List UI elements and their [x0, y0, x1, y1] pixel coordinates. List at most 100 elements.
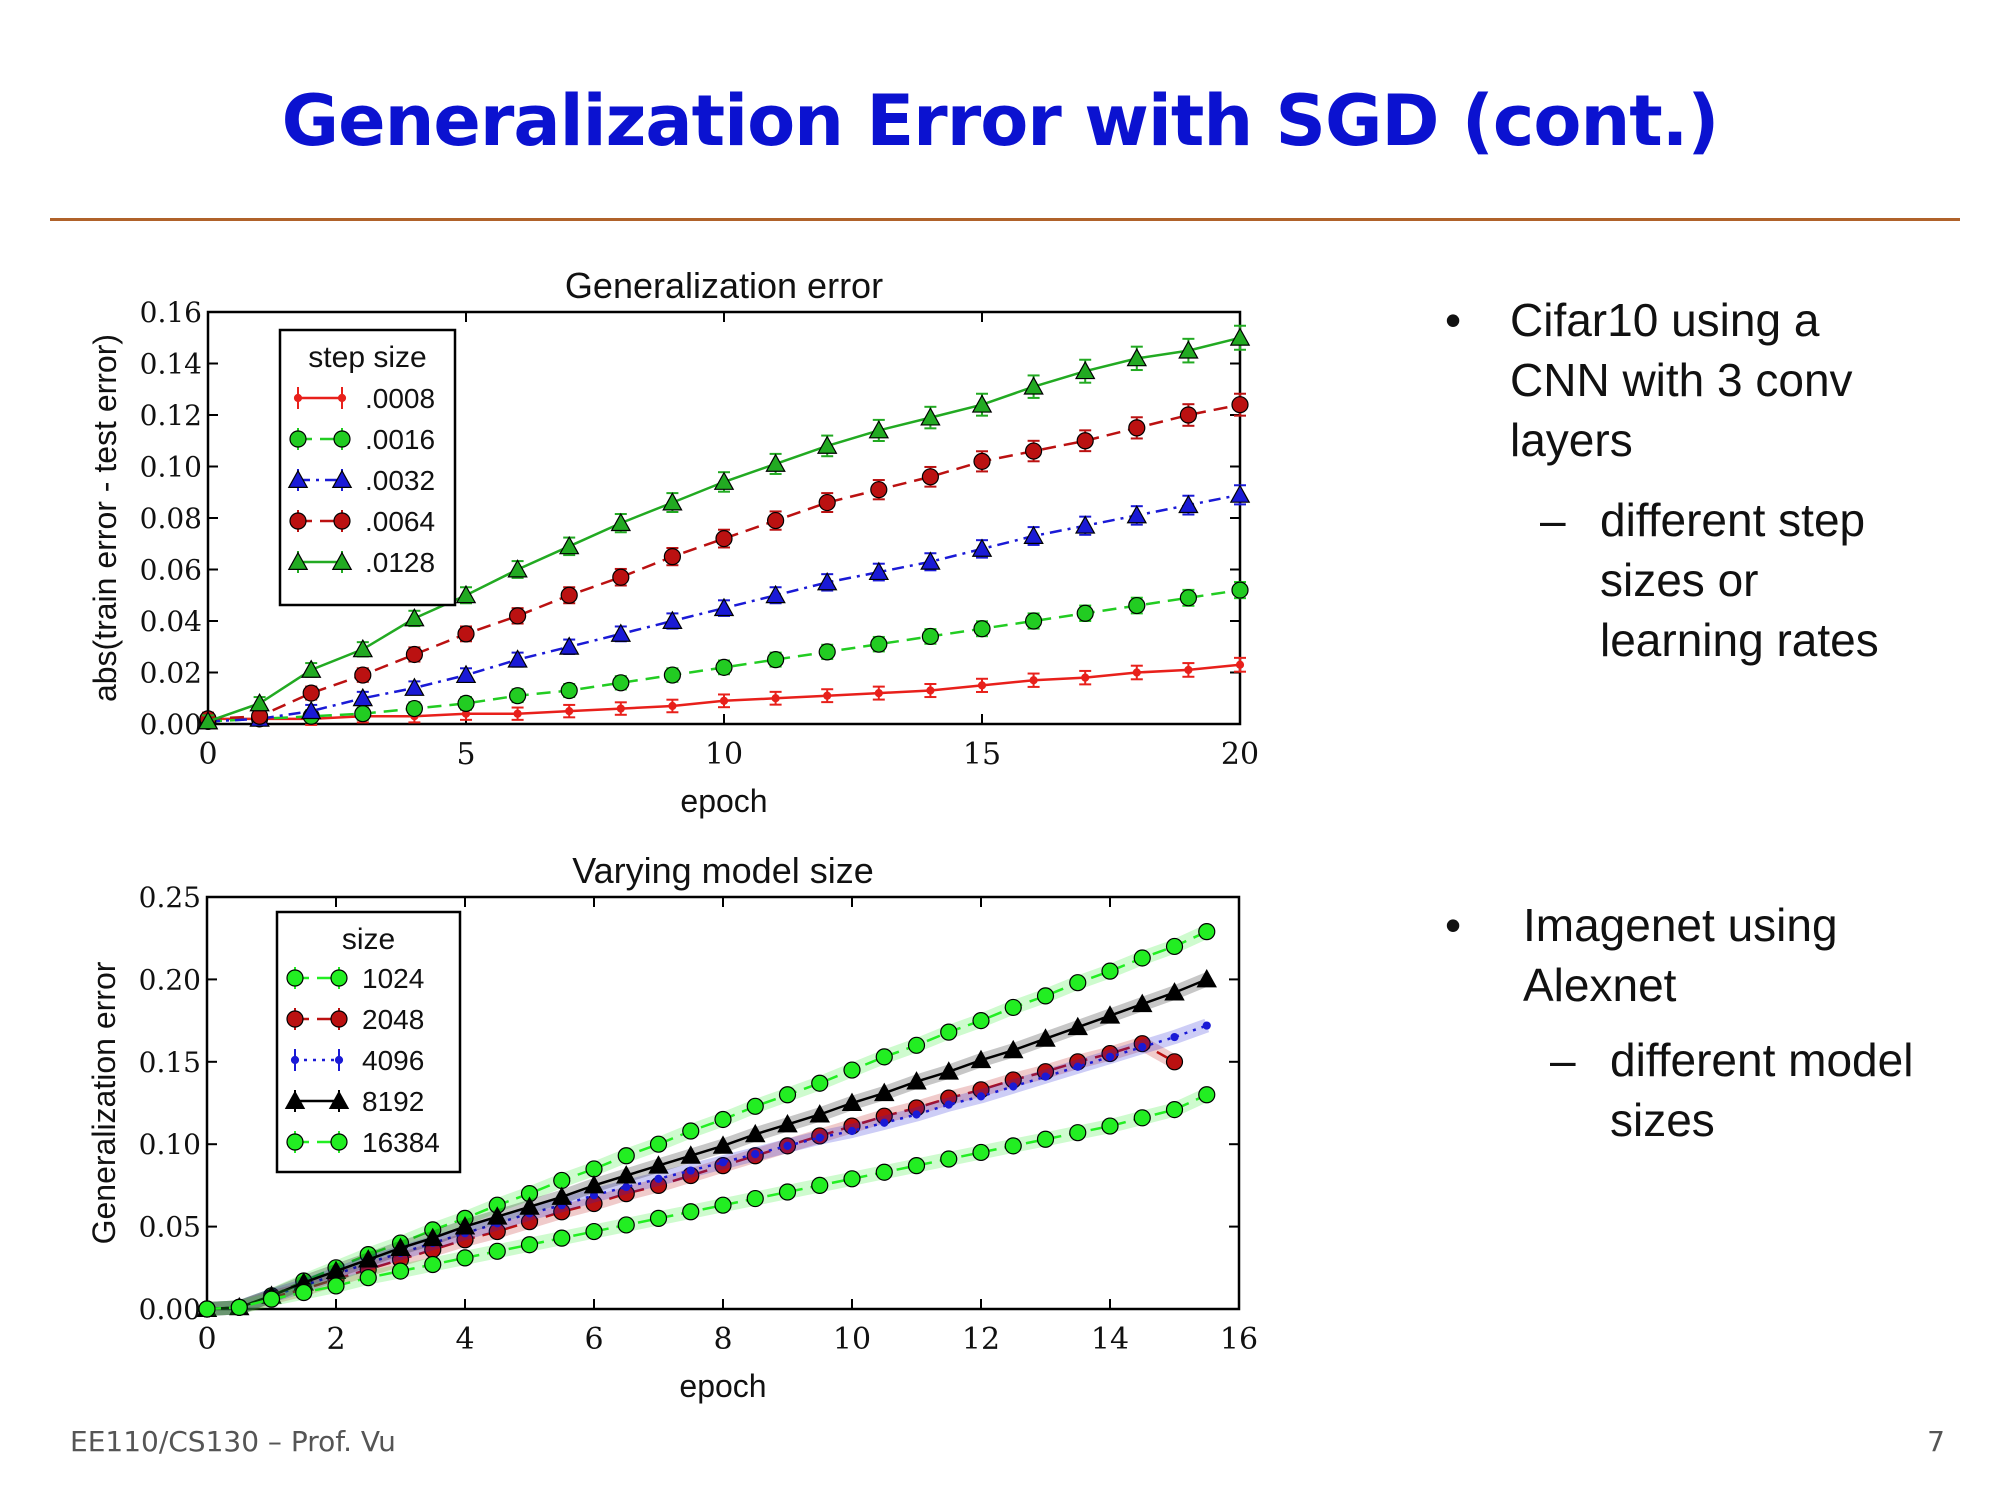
data-point	[507, 559, 528, 578]
legend-title: step size	[308, 341, 426, 374]
data-point	[404, 607, 425, 627]
data-point	[1081, 673, 1090, 682]
chart-generalization-error: Generalization error 0 5 10 15 20 0.00 0.02 0.04…	[87, 265, 1259, 819]
data-point	[663, 548, 682, 566]
data-point	[816, 571, 838, 591]
data-point	[197, 710, 219, 730]
data-point	[921, 627, 940, 646]
data-point	[847, 1126, 857, 1136]
sub-bullet-2-line-2: sizes	[1610, 1094, 1715, 1146]
data-point	[1179, 406, 1198, 424]
data-point	[230, 1298, 248, 1316]
legend-label: 2048	[362, 1004, 424, 1035]
data-point	[970, 1049, 992, 1069]
legend-marker	[287, 551, 309, 570]
data-point	[1133, 1109, 1151, 1127]
y-tick-label: 0.00	[139, 1293, 201, 1326]
data-point	[300, 659, 322, 678]
legend-label: .0016	[365, 424, 435, 455]
data-point	[405, 645, 423, 664]
bullet-list-1: • Cifar10 using a CNN with 3 conv layers…	[1445, 290, 1985, 670]
bullet-2-symbol: •	[1445, 899, 1462, 951]
legend-marker	[290, 1055, 300, 1065]
data-point	[1132, 993, 1153, 1013]
data-point	[843, 1061, 861, 1079]
data-point	[662, 610, 683, 629]
data-point	[714, 1196, 732, 1214]
data-point	[1231, 581, 1249, 599]
data-point	[1101, 1117, 1119, 1135]
data-point	[1184, 665, 1193, 675]
data-point	[488, 1242, 506, 1260]
x-tick-label: 2	[326, 1322, 345, 1357]
data-point	[1035, 1028, 1056, 1047]
y-tick-label: 0.00	[140, 708, 202, 741]
legend-marker	[287, 469, 309, 488]
chart-title: Varying model size	[572, 850, 873, 891]
x-tick-label: 20	[1221, 737, 1259, 772]
data-point	[1179, 589, 1198, 607]
sub-bullet-1-line-3: learning rates	[1600, 614, 1879, 666]
y-tick-label: 0.02	[140, 657, 202, 690]
data-point	[457, 625, 475, 643]
data-point	[906, 1071, 927, 1090]
data-point	[1074, 360, 1096, 380]
data-point	[926, 686, 935, 695]
series-p0016	[199, 581, 1249, 731]
legend-label: .0064	[365, 506, 435, 537]
data-point	[977, 681, 987, 690]
y-axis-label: abs(train error - test error)	[87, 334, 123, 702]
data-point	[565, 707, 574, 716]
y-axis-label: Generalization error	[86, 961, 122, 1244]
sub-bullet-1-line-1: different step	[1600, 494, 1866, 546]
bullet-2-line-2: Alexnet	[1523, 959, 1677, 1011]
data-point	[1178, 340, 1199, 359]
data-point	[1128, 419, 1146, 437]
data-point	[682, 1203, 700, 1221]
data-point	[1036, 987, 1055, 1005]
data-point	[746, 1189, 764, 1208]
legend-label: .0008	[365, 383, 435, 414]
legend-marker	[330, 969, 348, 987]
data-point	[745, 1123, 766, 1143]
data-point	[940, 1150, 958, 1168]
x-tick-label: 0	[197, 1322, 216, 1357]
data-point	[422, 1227, 443, 1247]
data-point	[558, 535, 580, 555]
data-point	[583, 1174, 605, 1194]
data-point	[454, 1216, 476, 1235]
data-point	[558, 636, 580, 655]
data-point	[654, 1174, 663, 1183]
sub-bullet-1-symbol: –	[1540, 494, 1566, 546]
x-axis-label: epoch	[680, 783, 767, 819]
series-8192	[196, 968, 1217, 1317]
data-point	[778, 1183, 797, 1201]
data-point	[1024, 612, 1043, 630]
data-point	[1229, 327, 1251, 346]
data-point	[1165, 937, 1184, 956]
legend-marker	[333, 430, 351, 448]
data-point	[612, 674, 630, 692]
x-tick-label: 4	[455, 1322, 474, 1357]
data-point	[976, 1092, 986, 1101]
data-point	[1076, 432, 1094, 450]
data-point	[972, 1012, 990, 1030]
legend-marker	[337, 393, 347, 403]
legend-marker	[330, 1010, 348, 1028]
data-point	[912, 1110, 921, 1119]
data-point	[765, 453, 786, 472]
data-point	[1133, 949, 1151, 967]
data-point	[907, 1036, 926, 1054]
data-point	[715, 658, 733, 676]
data-point	[944, 1100, 953, 1109]
data-point	[766, 511, 785, 530]
data-point	[1004, 1137, 1022, 1155]
bullet-1-symbol: •	[1445, 294, 1462, 346]
data-point	[809, 1104, 830, 1123]
series-line	[207, 403, 1241, 721]
series-p0032	[197, 484, 1251, 730]
data-point	[585, 1160, 603, 1178]
data-point	[766, 651, 785, 669]
data-point	[352, 687, 374, 707]
data-point	[811, 1176, 829, 1194]
